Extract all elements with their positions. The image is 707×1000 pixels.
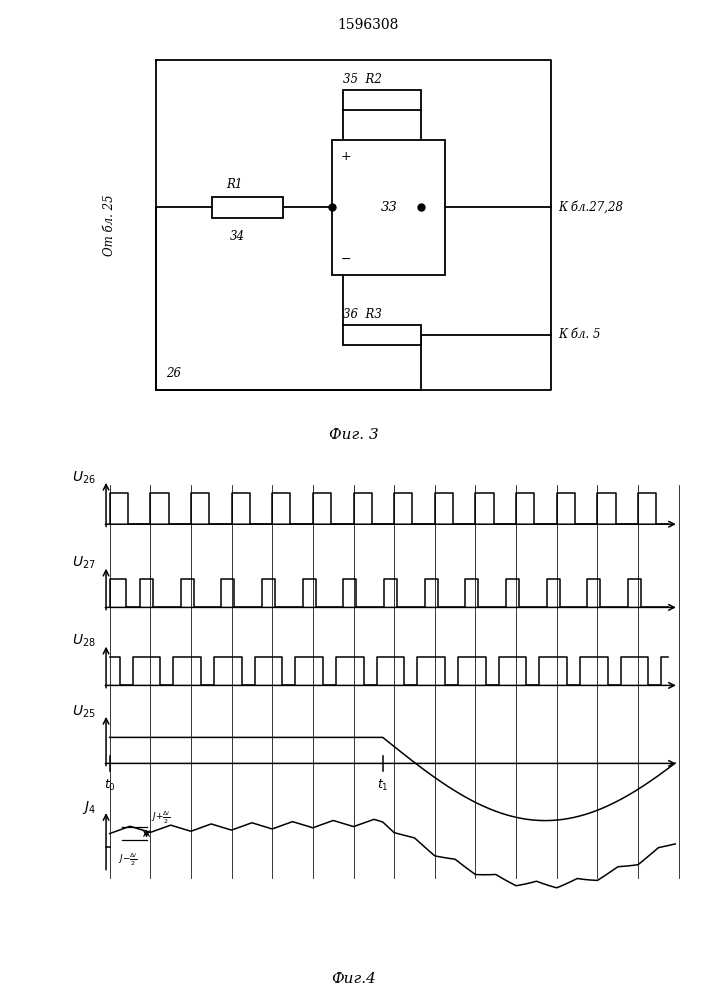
Bar <box>343 90 421 110</box>
Text: $J{-}\frac{\Delta i}{2}$: $J{-}\frac{\Delta i}{2}$ <box>118 852 138 868</box>
Text: 35  R2: 35 R2 <box>343 73 382 86</box>
Text: 36  R3: 36 R3 <box>343 308 382 321</box>
Text: Фиг. 3: Фиг. 3 <box>329 428 378 442</box>
Bar <box>332 140 445 275</box>
Text: $U_{28}$: $U_{28}$ <box>71 633 95 649</box>
Text: $J_4$: $J_4$ <box>81 799 95 816</box>
Bar <box>343 325 421 345</box>
Text: Фиг.4: Фиг.4 <box>331 972 376 986</box>
Text: $U_{26}$: $U_{26}$ <box>71 469 95 486</box>
Text: 1596308: 1596308 <box>337 18 398 32</box>
Text: 33: 33 <box>380 201 397 214</box>
Text: $U_{27}$: $U_{27}$ <box>71 555 95 571</box>
Text: $J{+}\frac{\Delta i}{2}$: $J{+}\frac{\Delta i}{2}$ <box>151 810 171 826</box>
Text: К бл. 5: К бл. 5 <box>559 328 601 342</box>
Text: $t_0$: $t_0$ <box>104 778 115 793</box>
Bar <box>212 196 283 218</box>
Text: +: + <box>341 149 351 162</box>
Text: От бл. 25: От бл. 25 <box>103 194 116 256</box>
Text: −: − <box>341 252 351 265</box>
Text: 26: 26 <box>166 367 181 380</box>
Text: $t_1$: $t_1$ <box>377 778 389 793</box>
Text: $U_{25}$: $U_{25}$ <box>71 703 95 720</box>
Text: 34: 34 <box>230 230 245 243</box>
Text: R1: R1 <box>226 178 243 192</box>
Text: К бл.27,28: К бл.27,28 <box>559 200 624 214</box>
